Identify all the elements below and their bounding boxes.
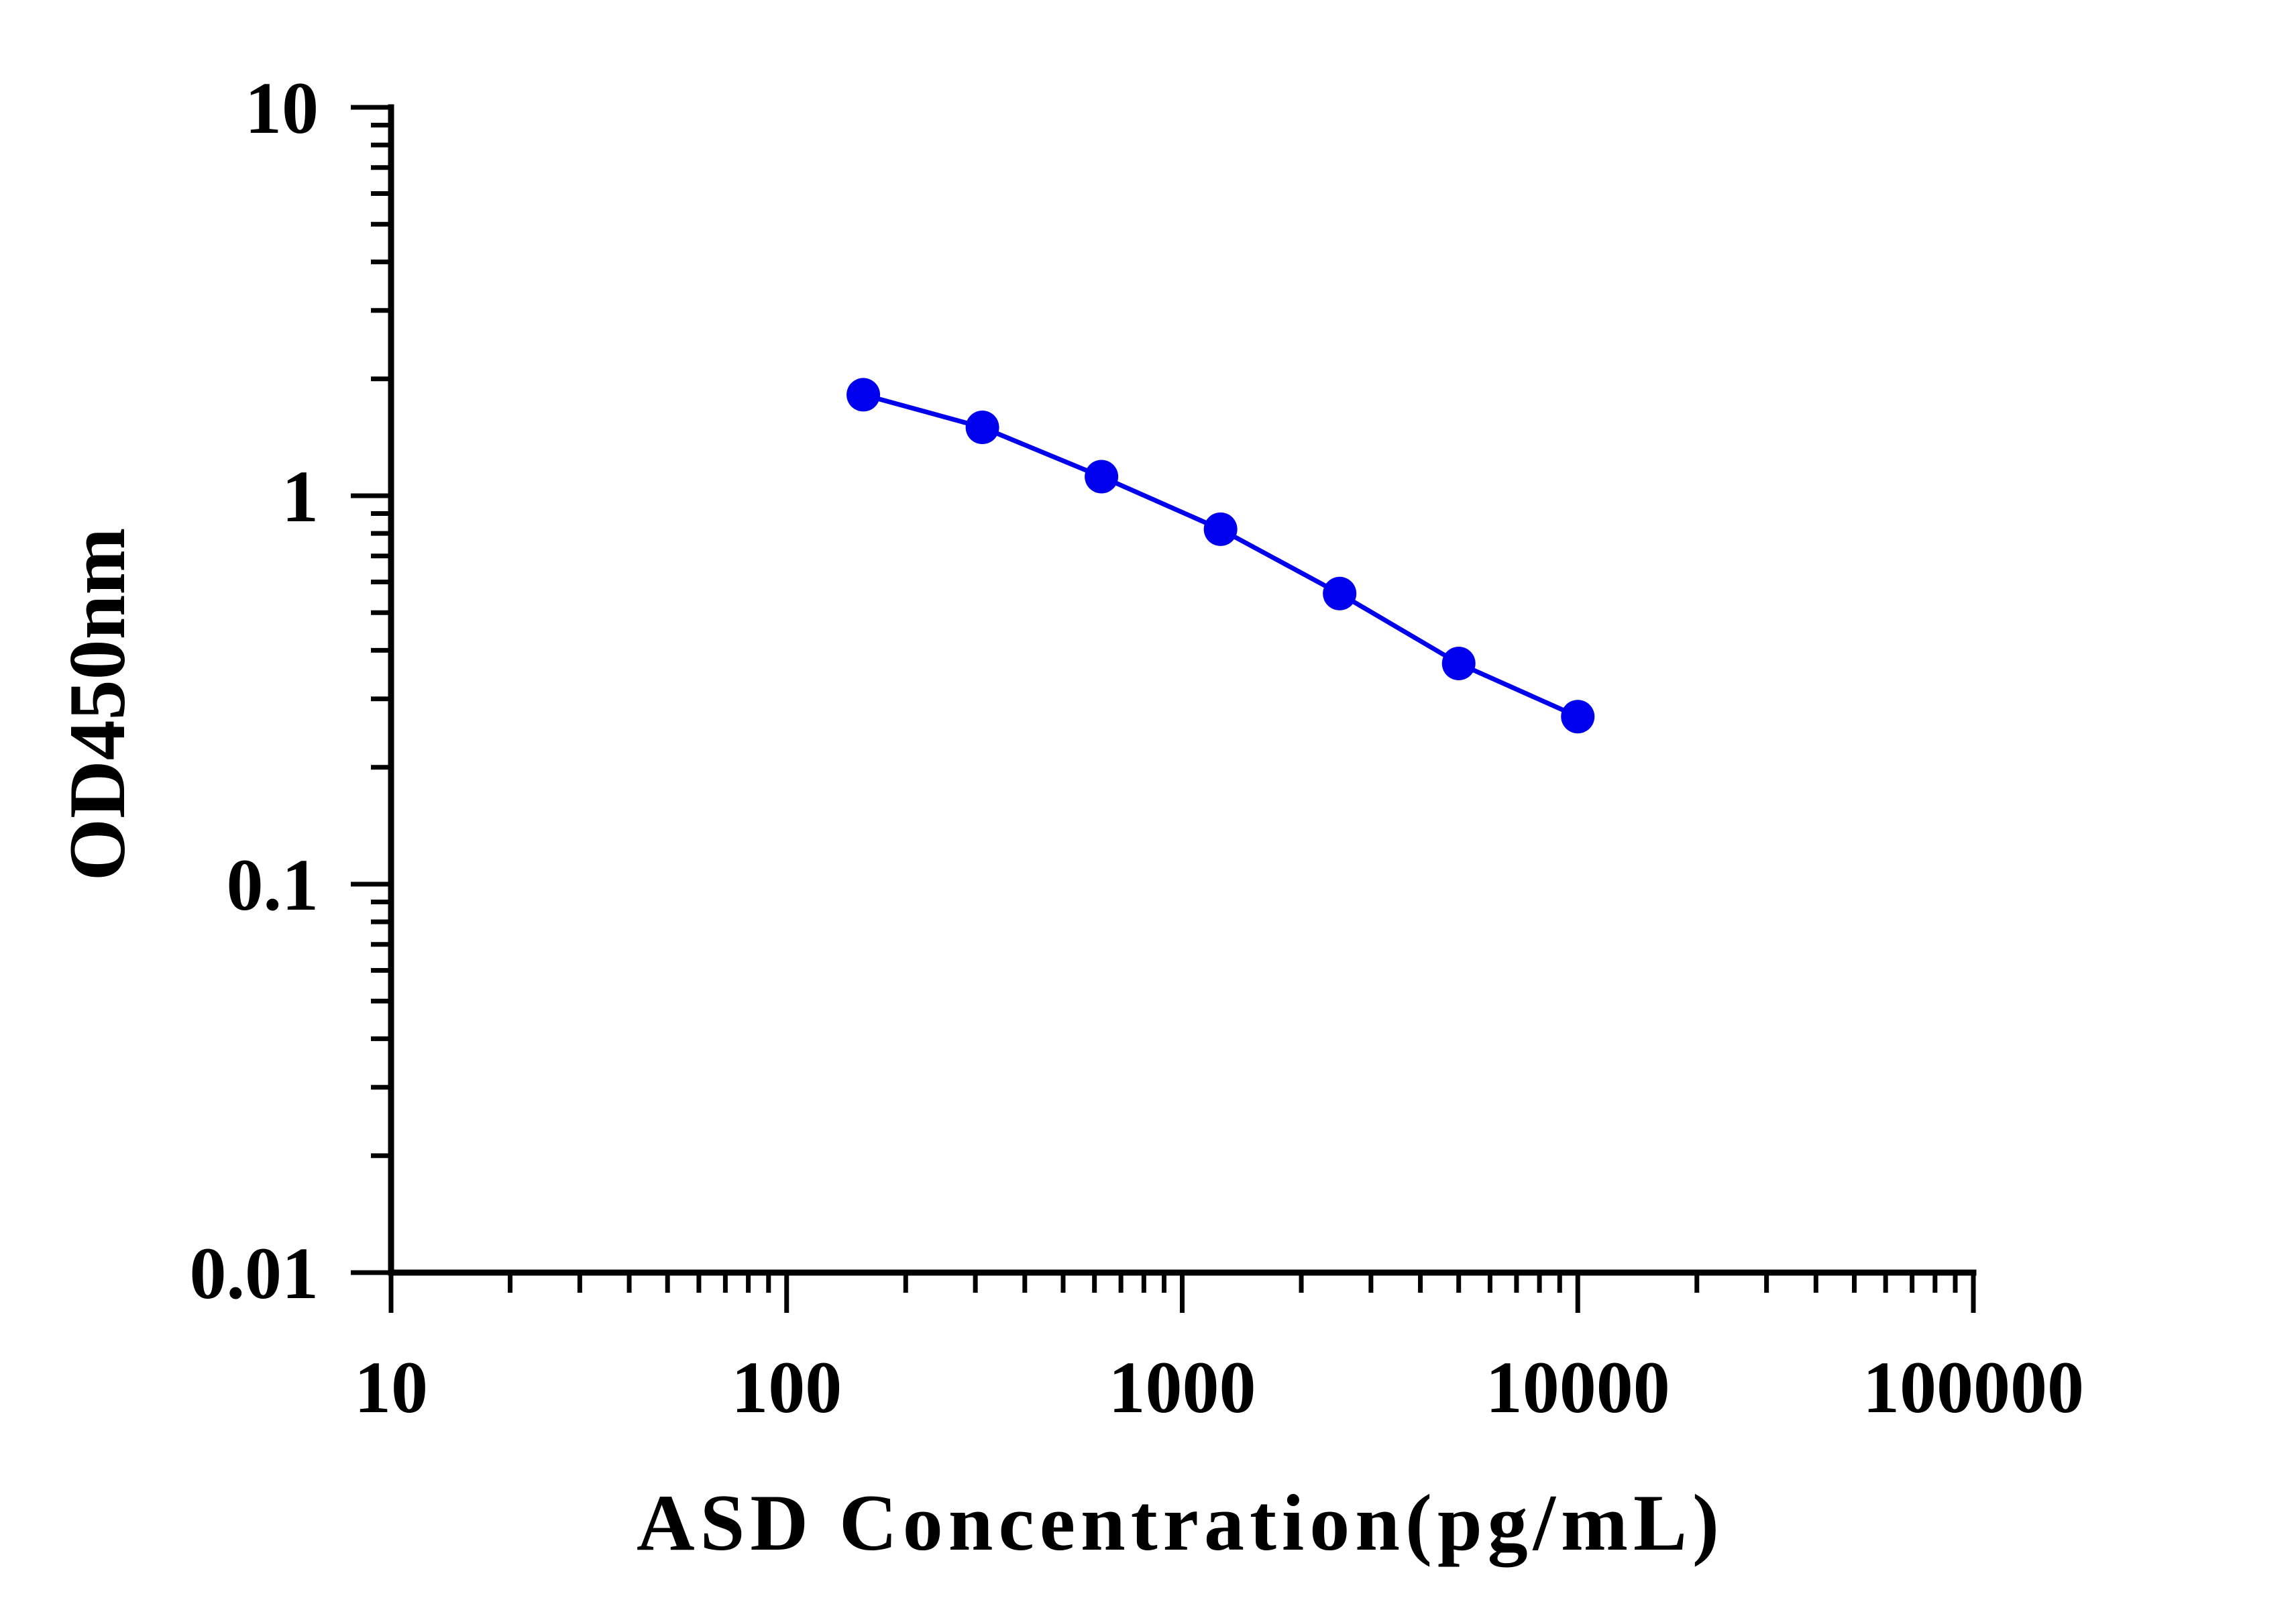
- y-tick-label: 1: [282, 456, 319, 537]
- x-axis-title: ASD Concentration(pg/mL): [637, 1478, 1725, 1568]
- data-point: [1203, 512, 1238, 546]
- x-tick-label: 1000: [1109, 1346, 1256, 1428]
- data-point: [1323, 576, 1357, 610]
- data-point: [1085, 460, 1119, 494]
- y-tick-label: 10: [245, 67, 319, 149]
- y-tick-labels: 0.01 0.1 1 10: [190, 67, 319, 1314]
- series-layer: [846, 378, 1595, 734]
- x-tick-label: 10: [354, 1346, 428, 1428]
- data-point: [965, 411, 999, 445]
- y-tick-label: 0.01: [190, 1232, 319, 1314]
- y-axis-title: OD450nm: [52, 528, 142, 881]
- axes: [351, 104, 1977, 1313]
- x-tick-labels: 10 100 1000 10000 100000: [354, 1346, 2084, 1428]
- x-tick-label: 100000: [1863, 1346, 2084, 1428]
- x-tick-label: 100: [731, 1346, 842, 1428]
- data-point: [846, 378, 881, 412]
- x-tick-label: 10000: [1486, 1346, 1670, 1428]
- data-point: [1441, 647, 1476, 681]
- y-tick-label: 0.1: [227, 844, 319, 926]
- data-point: [1561, 700, 1595, 734]
